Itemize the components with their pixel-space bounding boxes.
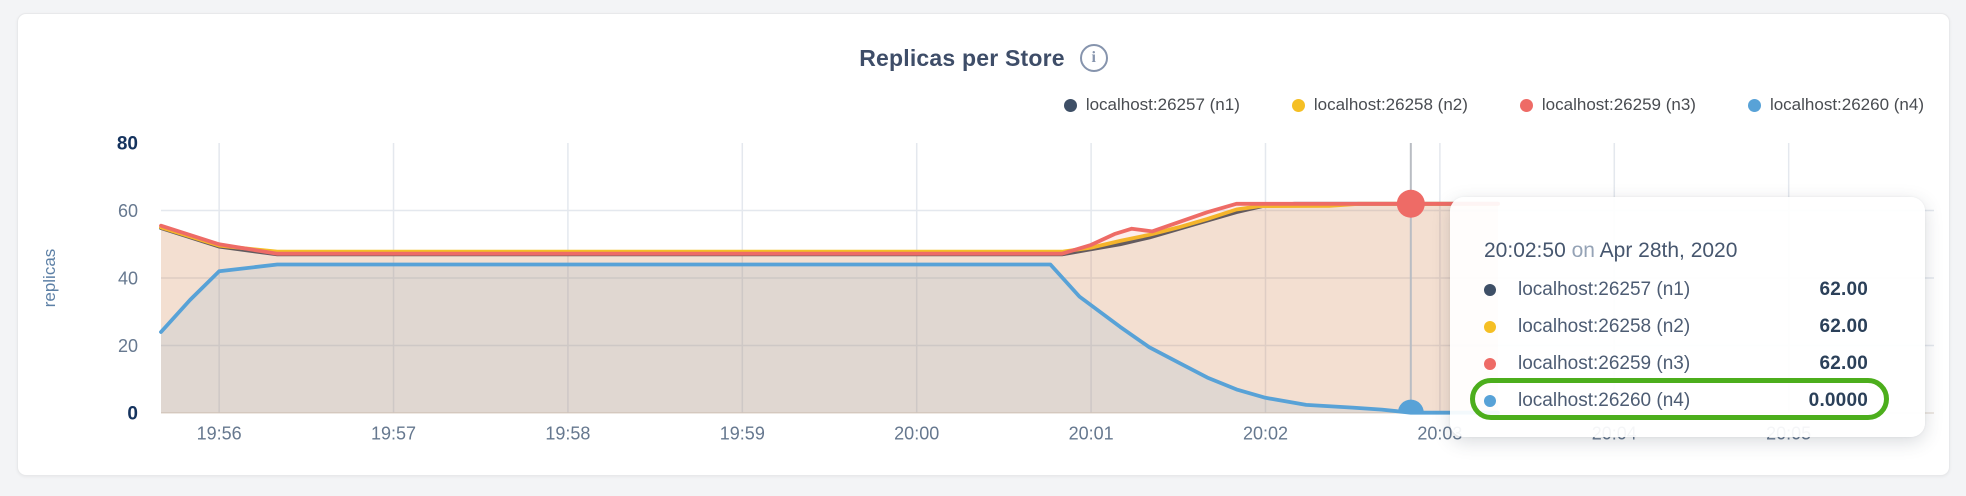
y-tick-label: 60 xyxy=(118,201,138,221)
series-area-2 xyxy=(161,203,1498,413)
tooltip-dot-n4 xyxy=(1484,394,1496,407)
info-icon[interactable]: i xyxy=(1079,44,1108,72)
tooltip-dot-n3 xyxy=(1484,357,1496,370)
tooltip-date: Apr 28th, 2020 xyxy=(1599,239,1738,262)
legend-dot-n3 xyxy=(1519,98,1533,112)
legend-item-n1[interactable]: localhost:26257 (n1) xyxy=(1063,95,1240,115)
x-tick-label: 20:02 xyxy=(1243,424,1288,444)
x-tick-label: 19:59 xyxy=(720,424,765,444)
x-tick-label: 19:57 xyxy=(371,424,416,444)
hover-dot xyxy=(1397,399,1424,413)
tooltip-series-value: 62.00 xyxy=(1819,352,1868,374)
legend-dot-n1 xyxy=(1063,98,1077,112)
tooltip-series-name: localhost:26258 (n2) xyxy=(1518,315,1691,337)
tooltip-series-name: localhost:26260 (n4) xyxy=(1518,389,1691,411)
legend: localhost:26257 (n1) localhost:26258 (n2… xyxy=(1063,95,1924,115)
tooltip-series-value: 62.00 xyxy=(1819,278,1868,300)
series-line-2 xyxy=(159,201,1500,254)
tooltip-series-value: 62.00 xyxy=(1819,315,1868,337)
series-area-4 xyxy=(161,264,1498,413)
x-tick-label: 20:00 xyxy=(894,424,939,444)
legend-label-n3: localhost:26259 (n3) xyxy=(1541,95,1696,114)
legend-label-n2: localhost:26258 (n2) xyxy=(1313,95,1468,114)
series-line-3 xyxy=(159,201,1500,256)
legend-item-n4[interactable]: localhost:26260 (n4) xyxy=(1747,95,1924,115)
x-tick-label: 19:56 xyxy=(197,424,242,444)
y-tick-label: 80 xyxy=(117,134,138,155)
series-area-3 xyxy=(161,203,1498,413)
y-tick-label: 40 xyxy=(118,269,138,289)
tooltip-series-name: localhost:26257 (n1) xyxy=(1518,278,1691,300)
legend-dot-n2 xyxy=(1291,98,1305,112)
tooltip-series-name: localhost:26259 (n3) xyxy=(1518,352,1691,374)
tooltip-timestamp: 20:02:50 on Apr 28th, 2020 xyxy=(1484,237,1868,265)
y-tick-label: 0 xyxy=(127,404,138,425)
tooltip-series-value: 0.0000 xyxy=(1808,389,1868,411)
tooltip-row-n3: localhost:26259 (n3) 62.00 xyxy=(1484,345,1868,382)
legend-item-n3[interactable]: localhost:26259 (n3) xyxy=(1519,95,1696,115)
tooltip-conjunction: on xyxy=(1571,239,1595,262)
tooltip-row-n1: localhost:26257 (n1) 62.00 xyxy=(1484,271,1868,308)
y-tick-label: 20 xyxy=(118,336,138,356)
x-tick-label: 20:01 xyxy=(1069,424,1114,444)
legend-dot-n4 xyxy=(1747,98,1761,112)
chart-title: Replicas per Store xyxy=(859,44,1065,71)
legend-label-n1: localhost:26257 (n1) xyxy=(1085,95,1240,114)
y-axis-title: replicas xyxy=(40,249,59,308)
tooltip-dot-n2 xyxy=(1484,320,1496,333)
legend-label-n4: localhost:26260 (n4) xyxy=(1769,95,1924,114)
chart-header: Replicas per Store i xyxy=(18,44,1949,72)
chart-tooltip: 20:02:50 on Apr 28th, 2020 localhost:262… xyxy=(1450,197,1925,437)
x-tick-label: 19:58 xyxy=(545,424,590,444)
tooltip-row-n2: localhost:26258 (n2) 62.00 xyxy=(1484,308,1868,345)
legend-item-n2[interactable]: localhost:26258 (n2) xyxy=(1291,95,1468,115)
series-line-4 xyxy=(159,262,1500,415)
tooltip-time: 20:02:50 xyxy=(1484,239,1566,262)
tooltip-dot-n1 xyxy=(1484,283,1496,296)
tooltip-row-n4-highlighted: localhost:26260 (n4) 0.0000 xyxy=(1484,382,1868,419)
hover-dot xyxy=(1396,189,1425,218)
